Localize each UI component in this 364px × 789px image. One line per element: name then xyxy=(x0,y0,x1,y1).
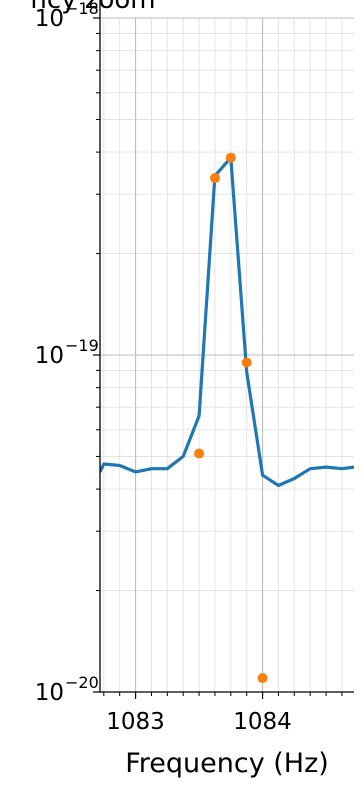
y-tick-label-exponent: −19 xyxy=(65,336,99,355)
axis-ticks xyxy=(93,17,343,699)
x-axis-label: Frequency (Hz) xyxy=(125,748,329,779)
y-tick-label: 10 xyxy=(35,680,64,706)
y-tick-label: 10 xyxy=(35,343,64,369)
major-x-grid xyxy=(135,18,264,692)
data-point xyxy=(241,357,252,368)
y-tick-label-exponent: −20 xyxy=(65,673,99,692)
axes-spines xyxy=(99,0,354,693)
data-line xyxy=(100,156,354,488)
x-tick-label: 1083 xyxy=(106,709,165,735)
x-tick-label: 1084 xyxy=(233,709,292,735)
chart-title: ncy zoom xyxy=(30,0,155,15)
data-point xyxy=(194,448,205,459)
y-tick-label: 10 xyxy=(35,6,64,32)
minor-y-grid xyxy=(100,32,354,592)
data-point xyxy=(257,673,268,684)
y-tick-label-exponent: −18 xyxy=(65,0,99,18)
data-point xyxy=(225,152,236,163)
data-point xyxy=(209,173,220,184)
plot-series xyxy=(100,152,354,684)
